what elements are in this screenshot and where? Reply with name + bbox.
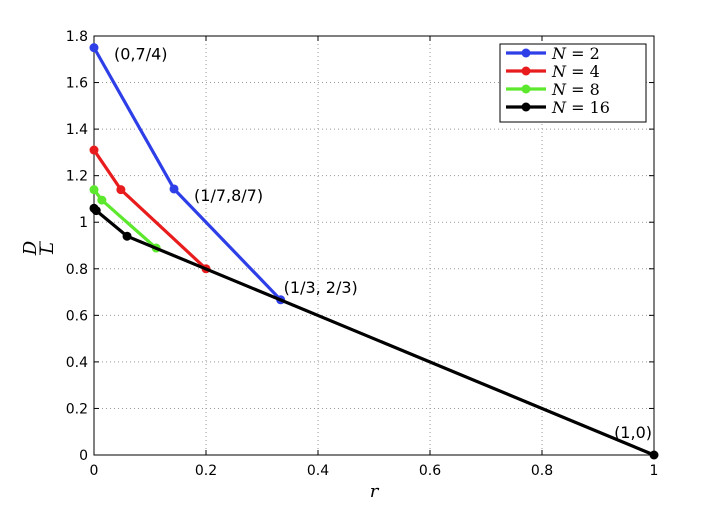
legend-variable: N: [551, 98, 567, 117]
legend-value: 8: [590, 80, 600, 99]
y-tick-label: 0.2: [66, 401, 88, 417]
data-point: [116, 185, 126, 195]
legend-marker: [521, 48, 531, 58]
y-tick-label: 1.4: [66, 122, 88, 138]
data-point: [89, 145, 99, 155]
y-axis-label-numerator: D: [20, 240, 41, 256]
y-tick-label: 0.4: [66, 355, 88, 371]
y-tick-label: 0.6: [66, 308, 88, 324]
x-tick-label: 0.4: [307, 463, 329, 479]
y-axis-label-denominator: L: [37, 242, 58, 255]
legend-marker: [521, 66, 531, 76]
data-point: [91, 206, 101, 216]
legend-value: 4: [590, 62, 600, 81]
point-annotation: (0,7/4): [114, 45, 168, 64]
point-annotations: (0,7/4) (1/7,8/7) (1/3, 2/3) (1,0): [114, 45, 652, 442]
legend-label: N = 2: [551, 44, 600, 63]
series-lines: [89, 43, 659, 460]
y-tick-label: 0.8: [66, 262, 88, 278]
legend-marker: [521, 102, 531, 112]
y-tick-label: 1.6: [66, 76, 88, 92]
y-axis-label: D L: [20, 240, 58, 256]
legend-variable: N: [551, 62, 567, 81]
legend-variable: N: [551, 44, 567, 63]
legend-equals: =: [566, 80, 590, 99]
series-line: [92, 206, 656, 457]
x-axis-label: r: [370, 481, 380, 502]
legend-entry: N = 8: [506, 80, 600, 99]
data-point: [122, 231, 132, 241]
legend-equals: =: [566, 62, 590, 81]
series-3: [89, 203, 659, 460]
axis-ticks: 0 0.2 0.4 0.6 0.8 1 0 0.2 0.4 0.6 0.8 1 1.2 1.4 1.6 1.8: [66, 29, 659, 479]
legend-marker: [521, 84, 531, 94]
data-point: [169, 184, 179, 194]
legend-equals: =: [566, 98, 590, 117]
plot-frame: [93, 35, 655, 456]
legend-entry: N = 4: [506, 62, 600, 81]
x-tick-label: 0.8: [531, 463, 553, 479]
data-point: [649, 450, 659, 460]
legend-label: N = 4: [551, 62, 600, 81]
y-tick-label: 1.8: [66, 29, 88, 45]
legend-entry: N = 2: [506, 44, 600, 63]
legend-label: N = 8: [551, 80, 600, 99]
legend-variable: N: [551, 80, 567, 99]
x-tick-label: 0: [90, 463, 99, 479]
x-tick-label: 0.2: [195, 463, 217, 479]
legend-value: 2: [590, 44, 600, 63]
point-annotation: (1/3, 2/3): [284, 278, 358, 297]
legend-label: N = 16: [551, 98, 610, 117]
point-annotation: (1/7,8/7): [194, 186, 263, 205]
x-tick-label: 1: [650, 463, 659, 479]
legend-entry: N = 16: [506, 98, 610, 117]
x-tick-label: 0.6: [419, 463, 441, 479]
data-point: [89, 185, 99, 195]
point-annotation: (1,0): [614, 423, 652, 442]
legend-equals: =: [566, 44, 590, 63]
y-tick-label: 0: [79, 448, 88, 464]
y-tick-label: 1.2: [66, 169, 88, 185]
y-tick-label: 1: [79, 215, 88, 231]
data-point: [89, 43, 99, 53]
legend-value: 16: [590, 98, 610, 117]
series-0: [89, 43, 286, 305]
data-point: [97, 195, 107, 205]
legend: N = 2N = 4N = 8N = 16: [499, 43, 647, 123]
